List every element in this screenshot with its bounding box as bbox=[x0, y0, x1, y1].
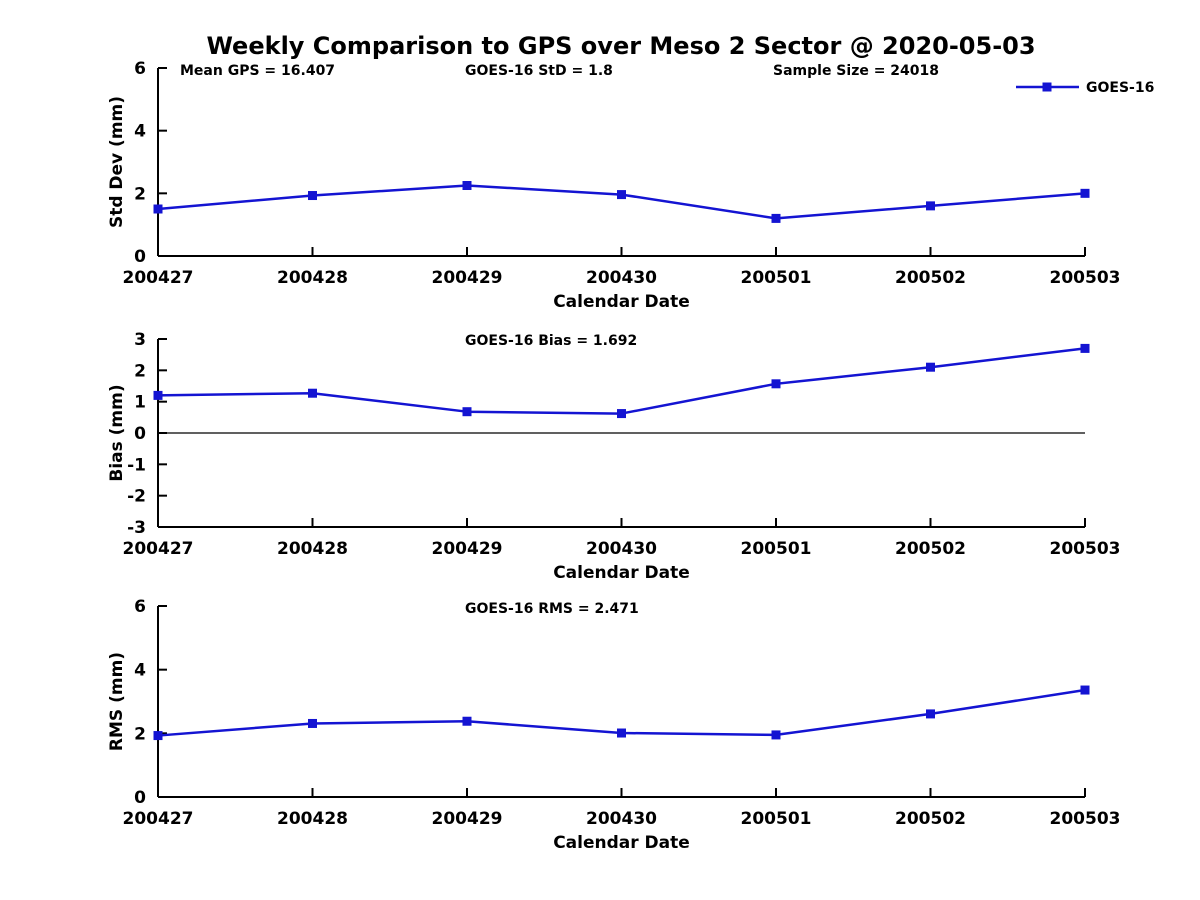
x-tick-label: 200501 bbox=[741, 809, 812, 829]
x-tick-label: 200427 bbox=[123, 268, 194, 288]
x-tick-label: 200428 bbox=[277, 268, 348, 288]
data-point-marker bbox=[926, 201, 935, 211]
data-point-marker bbox=[926, 709, 935, 719]
y-tick-label: -3 bbox=[127, 518, 146, 538]
y-tick-label: -2 bbox=[127, 487, 146, 507]
data-point-marker bbox=[153, 390, 163, 400]
y-tick-label: 1 bbox=[134, 393, 146, 413]
x-tick-label: 200428 bbox=[277, 539, 348, 559]
x-tick-label: 200501 bbox=[741, 539, 812, 559]
data-point-marker bbox=[1080, 188, 1090, 198]
annotation-sample-size: Sample Size = 24018 bbox=[773, 63, 939, 79]
data-point-marker bbox=[771, 213, 781, 223]
data-point-marker bbox=[1080, 343, 1090, 353]
x-tick-label: 200427 bbox=[123, 809, 194, 829]
x-tick-label: 200428 bbox=[277, 809, 348, 829]
annotation-goes16-rms: GOES-16 RMS = 2.471 bbox=[465, 601, 639, 617]
x-tick-label: 200503 bbox=[1050, 809, 1121, 829]
y-tick-label: 0 bbox=[134, 424, 146, 444]
data-point-marker bbox=[308, 191, 317, 201]
x-tick-label: 200430 bbox=[586, 809, 657, 829]
y-axis-label: Std Dev (mm) bbox=[107, 96, 127, 228]
y-tick-label: -1 bbox=[127, 455, 146, 475]
legend: GOES-16 bbox=[1016, 80, 1154, 96]
annotation-goes16-std: GOES-16 StD = 1.8 bbox=[465, 63, 613, 79]
x-axis-label: Calendar Date bbox=[553, 292, 690, 312]
y-tick-label: 3 bbox=[134, 330, 146, 350]
data-point-marker bbox=[771, 379, 781, 389]
y-axis-label: Bias (mm) bbox=[107, 384, 127, 481]
annotation-goes16-bias: GOES-16 Bias = 1.692 bbox=[465, 333, 637, 349]
data-line bbox=[157, 347, 1086, 415]
subplot-rms: 0 2 4 6 200427 200428 200429 200430 200501 200502… bbox=[107, 597, 1120, 853]
x-tick-label: 200502 bbox=[895, 268, 966, 288]
x-tick-label: 200503 bbox=[1050, 268, 1121, 288]
legend-marker bbox=[1042, 82, 1052, 92]
y-tick-label: 4 bbox=[134, 661, 146, 681]
data-point-marker bbox=[1080, 685, 1090, 695]
y-tick-label: 4 bbox=[134, 122, 146, 142]
data-point-marker bbox=[771, 730, 781, 740]
y-axis-label: RMS (mm) bbox=[107, 652, 127, 751]
figure-title: Weekly Comparison to GPS over Meso 2 Sec… bbox=[206, 32, 1035, 60]
x-tick-label: 200501 bbox=[741, 268, 812, 288]
x-tick-label: 200503 bbox=[1050, 539, 1121, 559]
x-tick-label: 200430 bbox=[586, 539, 657, 559]
data-point-marker bbox=[462, 181, 472, 190]
data-point-marker bbox=[153, 731, 163, 741]
y-tick-label: 6 bbox=[134, 59, 146, 79]
data-point-marker bbox=[617, 190, 626, 200]
y-tick-label: 6 bbox=[134, 597, 146, 617]
y-tick-label: 2 bbox=[134, 724, 146, 744]
legend-label: GOES-16 bbox=[1086, 80, 1154, 96]
subplot-stddev: 0 2 4 6 200427 200428 200429 200430 200501 200502… bbox=[107, 59, 1120, 312]
data-point-marker bbox=[926, 362, 935, 372]
x-tick-label: 200429 bbox=[432, 809, 503, 829]
data-point-marker bbox=[462, 407, 472, 417]
data-point-marker bbox=[462, 716, 472, 726]
annotation-mean-gps: Mean GPS = 16.407 bbox=[180, 63, 335, 79]
data-point-marker bbox=[617, 728, 626, 738]
y-tick-label: 2 bbox=[134, 184, 146, 204]
x-tick-label: 200427 bbox=[123, 539, 194, 559]
subplot-bias: -3 -2 -1 0 1 2 3 200427 200428 200429 200430 200501… bbox=[107, 330, 1120, 583]
x-tick-label: 200502 bbox=[895, 539, 966, 559]
data-point-marker bbox=[308, 388, 317, 398]
x-axis-label: Calendar Date bbox=[553, 833, 690, 853]
x-tick-label: 200502 bbox=[895, 809, 966, 829]
y-tick-label: 0 bbox=[134, 247, 146, 267]
data-point-marker bbox=[617, 409, 626, 419]
x-tick-label: 200430 bbox=[586, 268, 657, 288]
data-point-marker bbox=[308, 718, 317, 728]
y-tick-label: 2 bbox=[134, 361, 146, 381]
x-axis-label: Calendar Date bbox=[553, 563, 690, 583]
x-tick-label: 200429 bbox=[432, 268, 503, 288]
x-tick-label: 200429 bbox=[432, 539, 503, 559]
y-tick-label: 0 bbox=[134, 788, 146, 808]
data-point-marker bbox=[153, 204, 163, 214]
